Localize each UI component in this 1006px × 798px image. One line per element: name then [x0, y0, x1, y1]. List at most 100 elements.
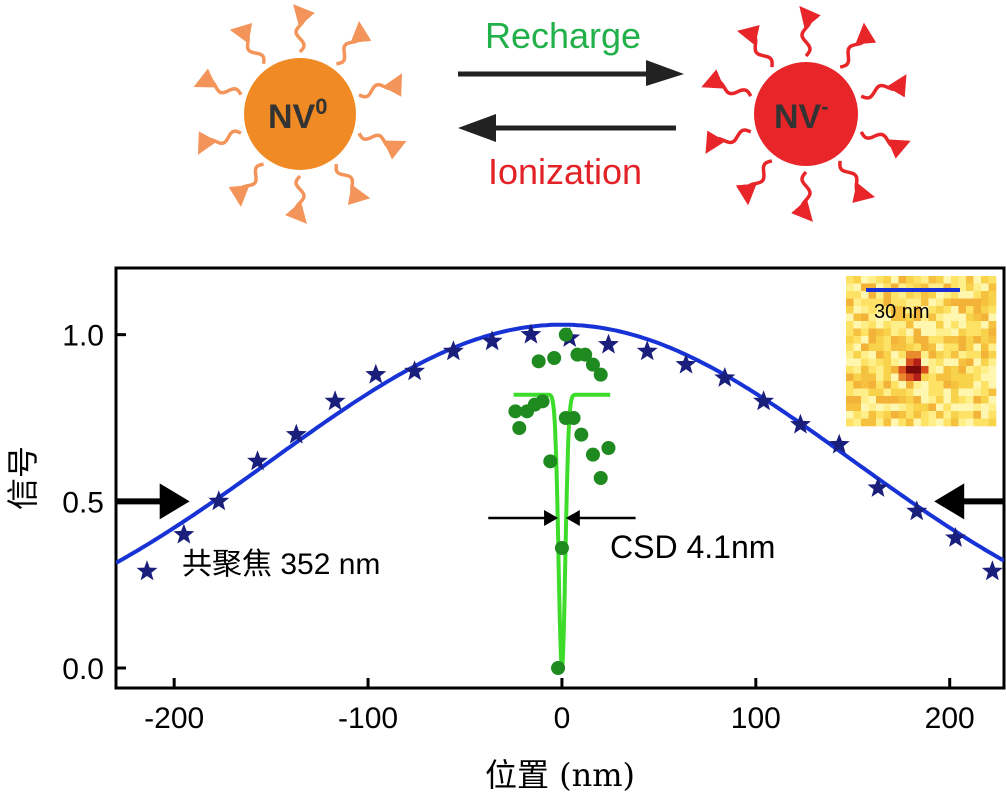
inset-pixel: [876, 343, 884, 352]
emission-ray: [229, 22, 266, 64]
inset-pixel: [898, 321, 907, 329]
inset-pixel: [943, 366, 952, 374]
inset-pixel: [906, 388, 914, 397]
inset-pixel: [951, 403, 959, 412]
inset-pixel: [936, 321, 944, 329]
csd-left-arrow: [488, 510, 559, 526]
inset-pixel: [958, 328, 967, 337]
inset-pixel: [928, 381, 937, 389]
inset-pixel: [898, 351, 907, 359]
inset-pixel: [928, 306, 937, 314]
inset-pixel: [906, 276, 914, 284]
inset-pixel: [913, 306, 922, 314]
y-tick-label: 1.0: [62, 320, 104, 353]
inset-pixel: [876, 336, 884, 344]
inset-pixel: [936, 306, 944, 314]
inset-pixel: [883, 381, 892, 389]
inset-pixel: [876, 396, 884, 404]
inset-pixel: [876, 291, 884, 299]
inset-pixel: [928, 388, 937, 397]
inset-pixel: [988, 336, 997, 344]
nv0-emission-rays: [193, 4, 407, 224]
inset-pixel: [958, 381, 967, 389]
star-data-point: [208, 490, 230, 511]
inset-pixel: [853, 276, 862, 284]
inset-pixel: [943, 336, 952, 344]
inset-pixel: [936, 313, 944, 322]
inset-pixel: [883, 403, 892, 412]
emission-ray: [293, 4, 315, 54]
inset-pixel: [951, 306, 959, 314]
emission-ray: [705, 128, 752, 154]
star-data-point: [365, 363, 387, 384]
inset-pixel: [936, 366, 944, 374]
star-data-point: [324, 390, 346, 411]
inset-pixel: [883, 283, 892, 292]
inset-pixel: [958, 276, 967, 284]
inset-pixel: [951, 328, 959, 337]
inset-pixel: [906, 283, 914, 292]
x-tick-label: 200: [925, 702, 975, 735]
inset-pixel: [921, 396, 929, 404]
inset-pixel: [928, 328, 937, 337]
inset-pixel: [936, 381, 944, 389]
inset-pixel: [966, 396, 974, 404]
inset-pixel: [898, 343, 907, 352]
inset-pixel: [868, 403, 877, 412]
inset-pixel: [868, 291, 877, 299]
inset-pixel: [891, 313, 899, 322]
inset-pixel: [936, 411, 944, 419]
inset-pixel: [951, 276, 959, 284]
inset-pixel: [846, 396, 854, 404]
circle-data-point: [570, 347, 585, 362]
inset-pixel: [876, 276, 884, 284]
annotation-arrows: [116, 483, 1004, 526]
inset-pixel: [891, 328, 899, 337]
inset-pixel: [861, 321, 869, 329]
inset-pixel: [876, 388, 884, 397]
inset-pixel: [921, 276, 929, 284]
inset-pixel: [973, 298, 982, 307]
circle-data-point: [593, 367, 608, 382]
inset-pixel: [913, 396, 922, 404]
star-data-point: [173, 523, 195, 544]
inset-pixel: [928, 343, 937, 352]
inset-pixel: [921, 373, 929, 382]
inset-pixel: [898, 283, 907, 292]
emission-ray: [799, 5, 821, 58]
inset-pixel: [943, 291, 952, 299]
inset-pixel: [981, 336, 989, 344]
inset-pixel: [943, 306, 952, 314]
inset-pixel: [883, 411, 892, 419]
inset-pixel: [921, 358, 929, 367]
inset-pixel: [936, 373, 944, 382]
inset-pixel: [951, 396, 959, 404]
inset-pixel: [966, 298, 974, 307]
emission-ray: [791, 170, 813, 222]
inset-pixel: [988, 313, 997, 322]
inset-pixel: [913, 366, 922, 374]
inset-pixel: [951, 381, 959, 389]
inset-pixel: [876, 351, 884, 359]
inset-pixel: [966, 306, 974, 314]
inset-pixel: [868, 276, 877, 284]
star-data-point: [520, 323, 542, 344]
inset-pixel: [981, 366, 989, 374]
inset-pixel: [981, 396, 989, 404]
circle-data-point: [574, 427, 589, 442]
inset-pixel: [853, 351, 862, 359]
inset-pixel: [898, 313, 907, 322]
axis-ticks: -200 -100 0 100 200 0.0 0.5 1.0: [62, 320, 974, 735]
y-tick-label: 0.0: [62, 653, 104, 686]
circle-data-point: [593, 471, 608, 485]
inset-pixel: [943, 403, 952, 412]
inset-pixel: [891, 291, 899, 299]
inset-pixel: [876, 328, 884, 337]
inset-pixel: [943, 358, 952, 367]
nv0-label: NV0: [268, 94, 327, 136]
circle-data-point: [558, 411, 573, 425]
inset-pixel: [876, 366, 884, 374]
inset-pixel: [973, 381, 982, 389]
inset-pixel: [883, 366, 892, 374]
inset-pixel: [876, 411, 884, 419]
